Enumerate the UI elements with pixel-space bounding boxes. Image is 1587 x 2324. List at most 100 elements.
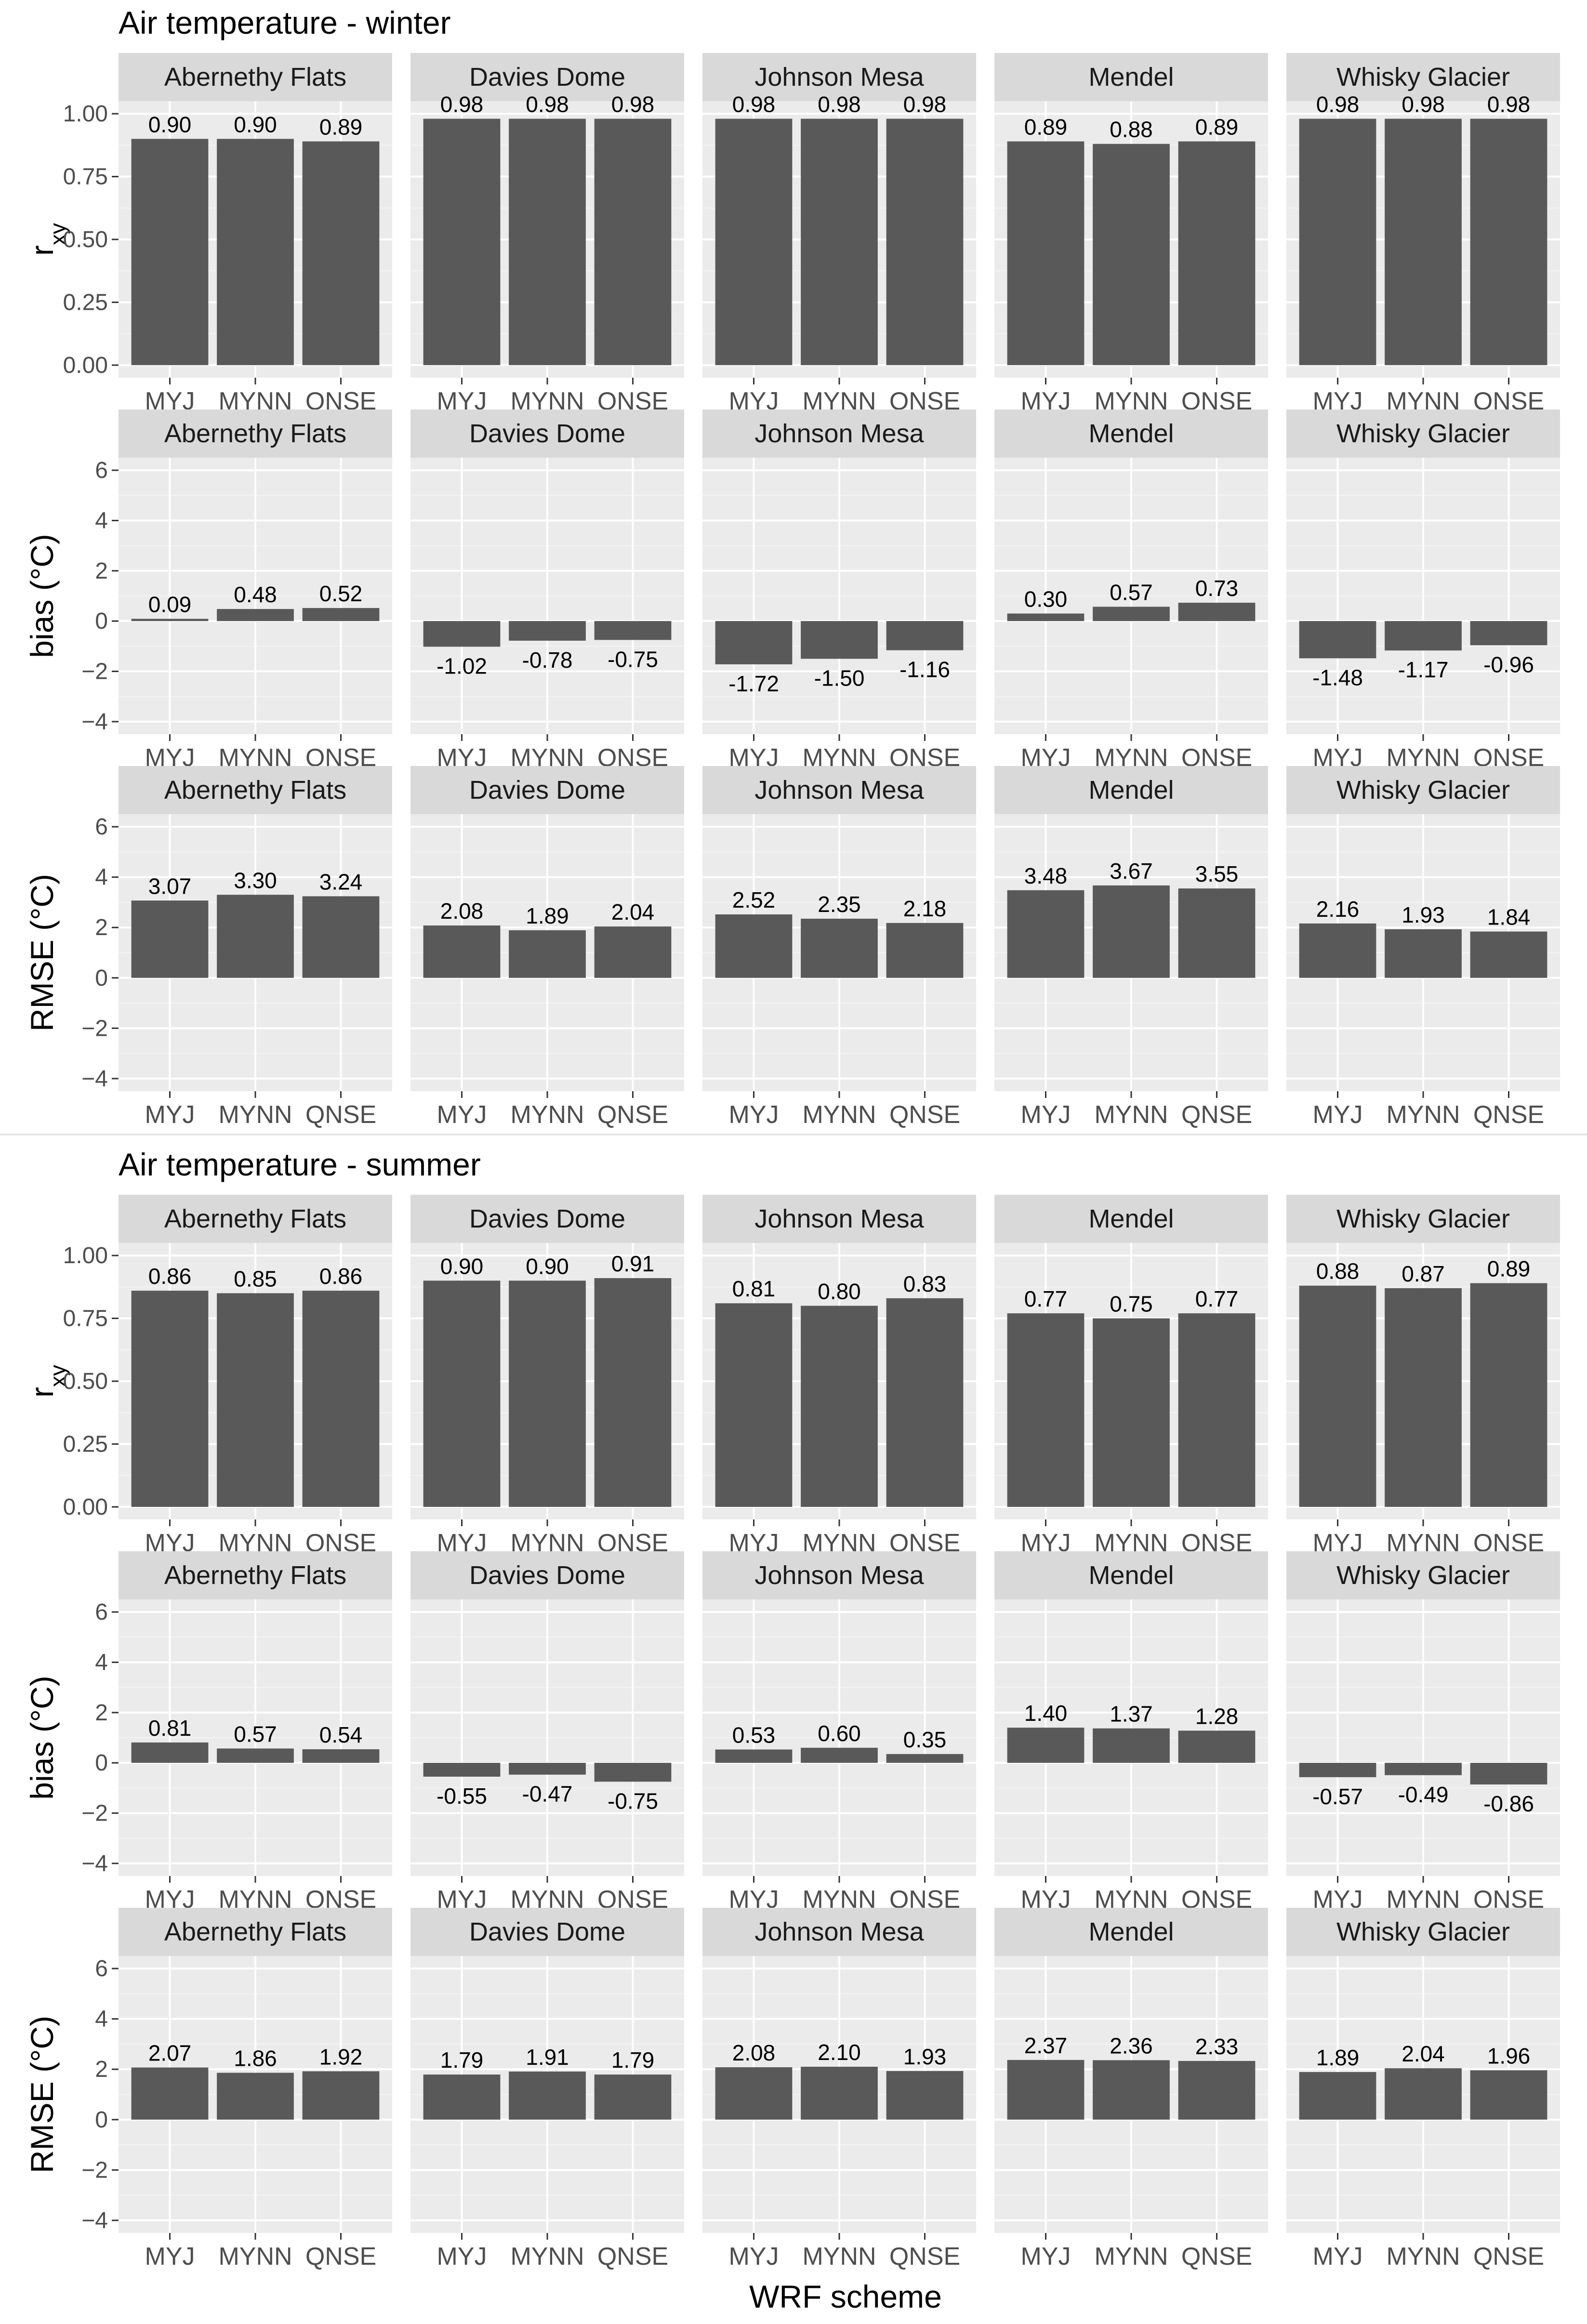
bar-value-label: 0.98 [1487,92,1531,117]
bar-myj [715,2067,793,2120]
y-tick-label: 2 [95,1700,108,1726]
bar-mynn [801,1306,878,1507]
x-tick-label: MYJ [145,1101,195,1129]
x-tick-label: MYJ [145,2243,195,2271]
bar-mynn [801,621,878,659]
bar-value-label: 0.90 [148,112,192,137]
bar-value-label: 0.98 [818,92,861,117]
facet-strip-label: Davies Dome [469,1204,625,1233]
facet-strip [702,409,976,458]
chart-root: Air temperature - winterrxy0.000.250.500… [0,5,1587,2271]
y-axis-title-bias: bias (°C) [24,1676,60,1799]
bar-value-label: 0.60 [818,1721,861,1746]
bar-value-label: 0.89 [319,114,363,139]
bar-qnse [1470,2070,1547,2120]
bar-value-label: -0.86 [1483,1791,1534,1816]
y-axis-title-bias: bias (°C) [24,534,60,658]
bar-myj [715,914,793,978]
bar-qnse [594,926,672,978]
bar-mynn [1385,2068,1462,2120]
bar-mynn [1093,1318,1170,1507]
bar-mynn [801,1747,878,1763]
bar-value-label: -0.96 [1483,652,1534,677]
bar-qnse [302,2071,380,2120]
y-axis-title-main: r [24,1387,60,1398]
x-tick-label: MYNN [802,2243,876,2271]
bar-myj [1299,1763,1376,1777]
metric-row-rmse: RMSE (°C) −4 −2 0 2 4 6 Abernethy Flats 3.07 3.30… [24,766,1560,1129]
y-tick-label: −4 [81,1066,108,1092]
bar-value-label: -1.48 [1312,665,1363,690]
facet-strip-label: Abernethy Flats [164,63,346,92]
facet-strip [119,1908,392,1956]
bar-value-label: 1.92 [319,2044,363,2069]
bar-value-label: 0.98 [611,92,655,117]
x-tick-label: QNSE [1473,2243,1544,2271]
bar-value-label: 1.84 [1487,905,1531,930]
metric-row-rxy: rxy 0.00 0.25 0.50 0.75 1.00 Abernethy Flats 0.… [24,53,1560,415]
bar-value-label: 0.89 [1487,1256,1531,1281]
facet-strip-label: Whisky Glacier [1336,1204,1510,1233]
x-tick-label: MYJ [729,1101,779,1129]
bar-qnse [1470,119,1547,365]
bar-value-label: 2.36 [1110,2033,1153,2058]
bar-mynn [1385,929,1462,978]
bar-mynn [1093,1728,1170,1763]
facet-strip-label: Whisky Glacier [1336,1561,1510,1590]
bar-mynn [1093,2060,1170,2120]
facet-strip [410,1195,684,1243]
bar-value-label: 2.04 [611,899,655,924]
bar-qnse [594,119,672,365]
facet-strip [994,1195,1268,1243]
facet-strip-label: Johnson Mesa [754,63,924,92]
facet-strip [119,1195,392,1243]
bar-myj [715,1303,793,1507]
panel-whisky-glacier: Whisky Glacier 2.16 1.93 1.84 MYJ MYNN QNSE [1286,766,1560,1129]
facet-strip [1286,1195,1560,1243]
bar-qnse [1470,931,1547,978]
y-tick-label: 1.00 [63,1243,108,1268]
facet-strip [994,409,1268,458]
bar-qnse [886,119,964,365]
y-tick-label: −2 [81,1016,108,1041]
y-tick-label: 0.50 [63,1369,108,1394]
bar-myj [1007,1728,1084,1763]
bar-value-label: 2.10 [818,2040,861,2065]
facet-strip [410,766,684,814]
bar-qnse [302,608,380,621]
facet-strip-label: Whisky Glacier [1336,419,1510,448]
y-tick-label: 2 [95,558,108,584]
bar-value-label: 0.53 [732,1723,776,1748]
bar-qnse [1470,1763,1547,1785]
bar-myj [423,621,501,647]
bar-qnse [1470,621,1547,646]
x-tick-label: MYJ [1313,2243,1363,2271]
x-tick-label: MYJ [437,1101,487,1129]
bar-myj [1007,613,1084,621]
facet-strip-label: Davies Dome [469,1917,625,1946]
bar-value-label: 1.96 [1487,2043,1531,2068]
bar-myj [1299,621,1376,659]
panel-whisky-glacier: Whisky Glacier 1.89 2.04 1.96 MYJ MYNN QNSE [1286,1908,1560,2271]
bar-value-label: 1.79 [611,2047,655,2073]
facet-strip-label: Whisky Glacier [1336,1917,1510,1946]
bar-value-label: 0.89 [1024,114,1068,139]
y-tick-label: 0 [95,965,108,991]
bar-value-label: 0.90 [526,1254,569,1279]
x-tick-label: QNSE [305,1101,376,1129]
bar-value-label: 0.90 [234,112,277,137]
bar-value-label: 1.37 [1110,1702,1153,1727]
facet-strip-label: Mendel [1088,1561,1174,1590]
facet-strip-label: Mendel [1088,776,1174,805]
y-tick-label: 4 [95,1650,108,1675]
facet-strip-label: Abernethy Flats [164,419,346,448]
bar-mynn [1093,885,1170,978]
y-tick-label: −4 [81,2208,108,2233]
x-tick-label: MYJ [1021,1101,1071,1129]
metric-row-bias: bias (°C) −4 −2 0 2 4 6 Abernethy Flats 0.09 0.48… [24,409,1560,772]
